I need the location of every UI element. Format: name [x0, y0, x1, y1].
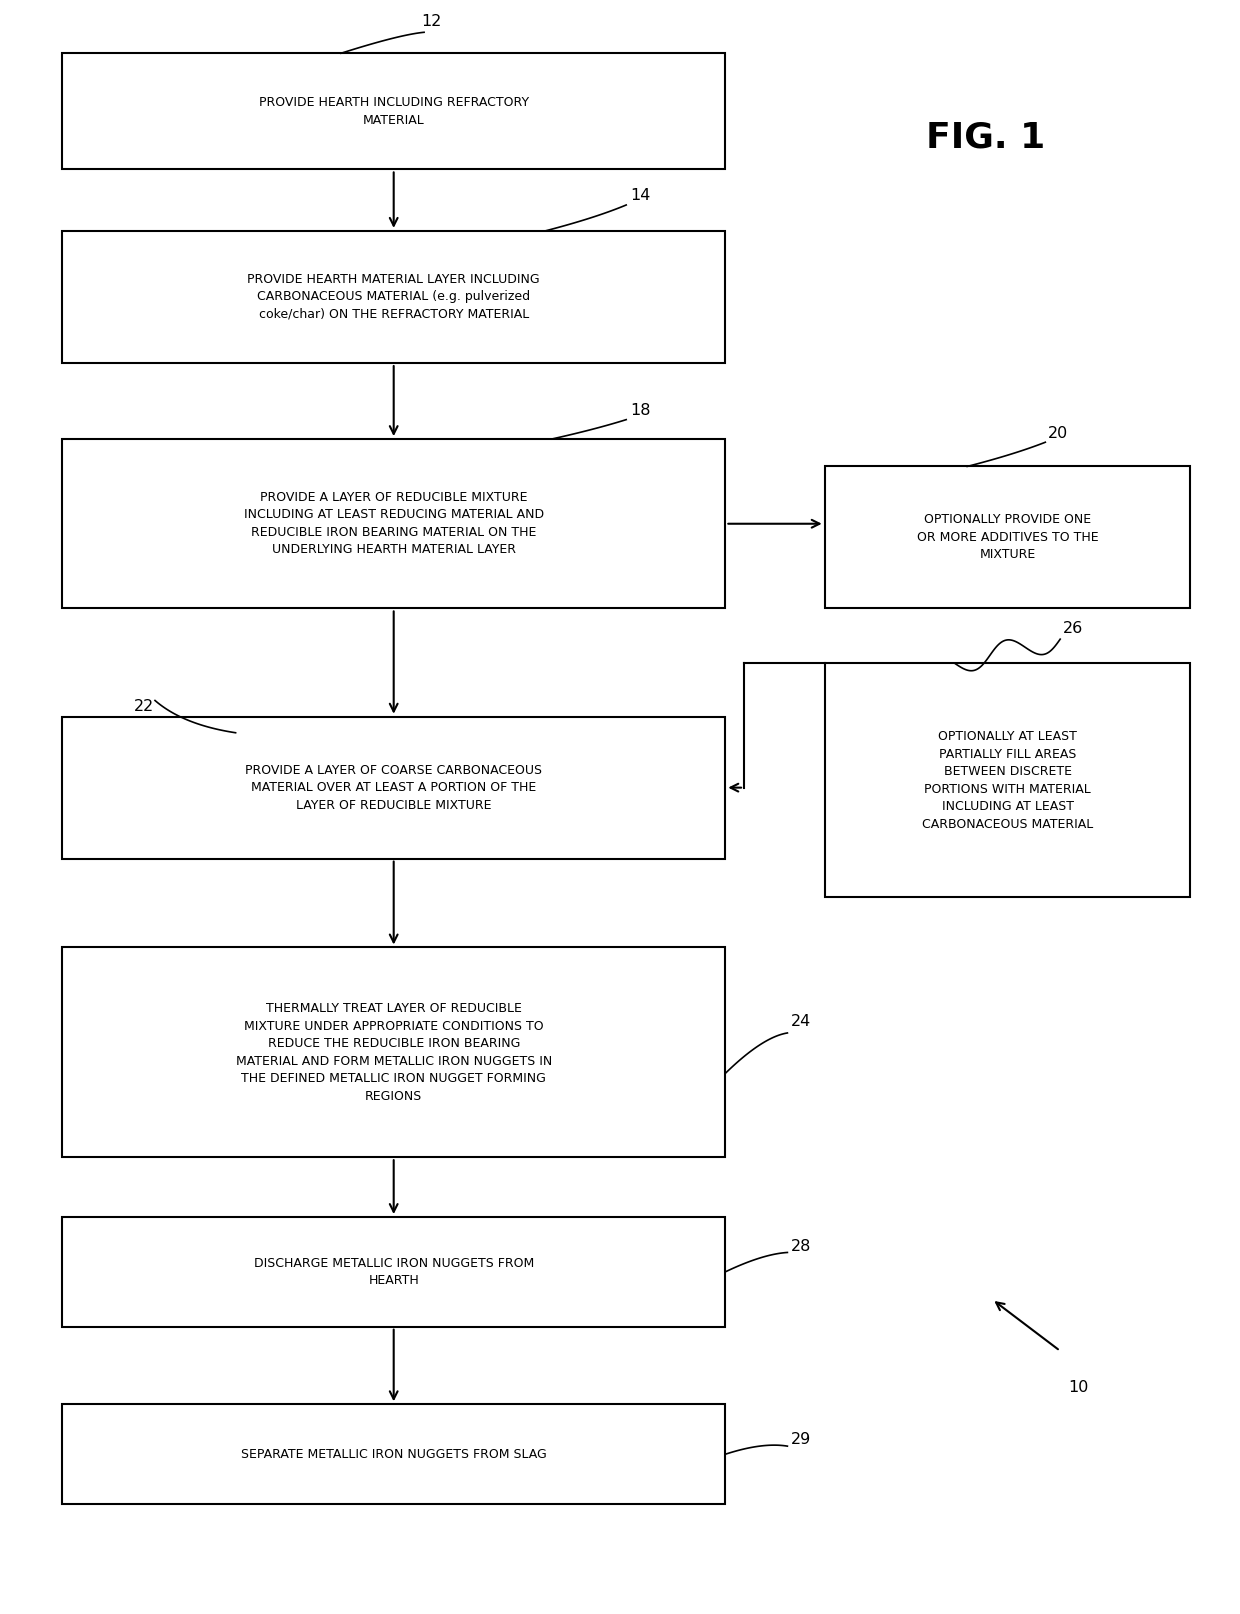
Text: OPTIONALLY PROVIDE ONE
OR MORE ADDITIVES TO THE
MIXTURE: OPTIONALLY PROVIDE ONE OR MORE ADDITIVES… [916, 513, 1099, 562]
Text: 20: 20 [1048, 426, 1068, 441]
FancyBboxPatch shape [825, 663, 1190, 897]
Text: THERMALLY TREAT LAYER OF REDUCIBLE
MIXTURE UNDER APPROPRIATE CONDITIONS TO
REDUC: THERMALLY TREAT LAYER OF REDUCIBLE MIXTU… [236, 1002, 552, 1102]
Text: OPTIONALLY AT LEAST
PARTIALLY FILL AREAS
BETWEEN DISCRETE
PORTIONS WITH MATERIAL: OPTIONALLY AT LEAST PARTIALLY FILL AREAS… [921, 730, 1094, 831]
Text: 29: 29 [791, 1432, 811, 1448]
Text: 10: 10 [1069, 1380, 1089, 1394]
FancyBboxPatch shape [825, 466, 1190, 608]
Text: 12: 12 [422, 15, 441, 29]
FancyBboxPatch shape [62, 53, 725, 169]
Text: 28: 28 [791, 1238, 811, 1254]
FancyBboxPatch shape [62, 717, 725, 859]
Text: FIG. 1: FIG. 1 [926, 119, 1045, 155]
Text: 26: 26 [1063, 621, 1083, 636]
Text: 14: 14 [630, 189, 650, 203]
FancyBboxPatch shape [62, 231, 725, 363]
Text: PROVIDE HEARTH INCLUDING REFRACTORY
MATERIAL: PROVIDE HEARTH INCLUDING REFRACTORY MATE… [259, 97, 528, 126]
FancyBboxPatch shape [62, 1217, 725, 1327]
Text: PROVIDE A LAYER OF REDUCIBLE MIXTURE
INCLUDING AT LEAST REDUCING MATERIAL AND
RE: PROVIDE A LAYER OF REDUCIBLE MIXTURE INC… [243, 491, 544, 557]
FancyBboxPatch shape [62, 947, 725, 1157]
Text: 24: 24 [791, 1014, 811, 1030]
Text: PROVIDE HEARTH MATERIAL LAYER INCLUDING
CARBONACEOUS MATERIAL (e.g. pulverized
c: PROVIDE HEARTH MATERIAL LAYER INCLUDING … [248, 273, 539, 321]
Text: 18: 18 [630, 404, 651, 418]
Text: DISCHARGE METALLIC IRON NUGGETS FROM
HEARTH: DISCHARGE METALLIC IRON NUGGETS FROM HEA… [253, 1257, 534, 1286]
Text: 22: 22 [134, 699, 154, 713]
FancyBboxPatch shape [62, 1404, 725, 1504]
FancyBboxPatch shape [62, 439, 725, 608]
Text: PROVIDE A LAYER OF COARSE CARBONACEOUS
MATERIAL OVER AT LEAST A PORTION OF THE
L: PROVIDE A LAYER OF COARSE CARBONACEOUS M… [246, 763, 542, 812]
Text: SEPARATE METALLIC IRON NUGGETS FROM SLAG: SEPARATE METALLIC IRON NUGGETS FROM SLAG [241, 1448, 547, 1461]
